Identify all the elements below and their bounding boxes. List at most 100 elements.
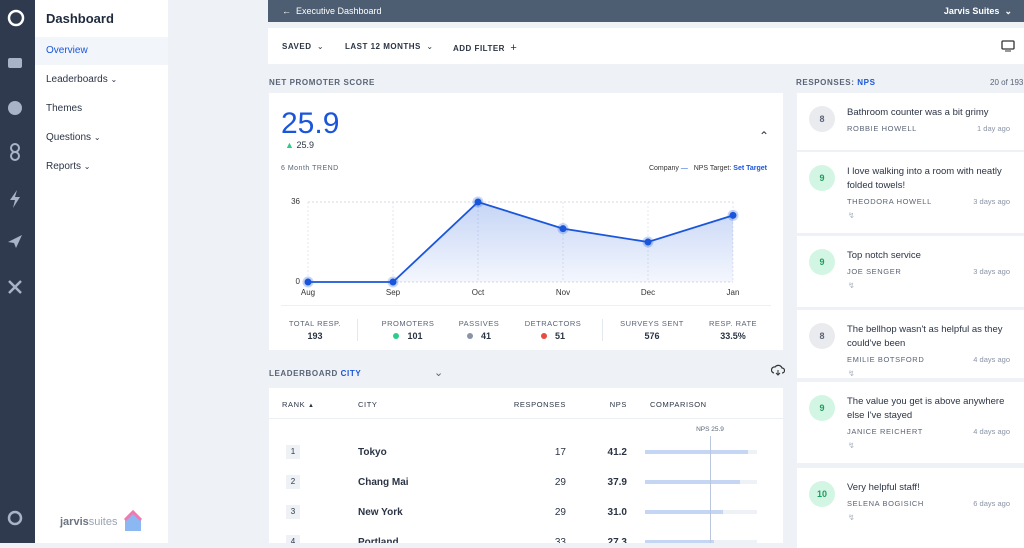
stat-value: 576 (612, 331, 692, 341)
rank-badge: 1 (286, 445, 300, 459)
stat-value: 101 (368, 331, 448, 341)
stat-label: PROMOTERS (381, 319, 435, 328)
property-select[interactable]: Jarvis Suites ⌄ (943, 6, 1012, 16)
response-card[interactable]: 10 Very helpful staff! SELENA BOGISICH 6 da… (797, 468, 1024, 548)
response-time: 4 days ago (973, 355, 1010, 364)
reference-label: NPS 25.9 (696, 426, 724, 433)
response-card[interactable]: 9 Top notch service JOE SENGER 3 days ago ↯ (797, 236, 1024, 307)
response-card[interactable]: 8 Bathroom counter was a bit grimy ROBBIE … (797, 93, 1024, 150)
column-header[interactable]: RANK ▲ (282, 400, 315, 409)
stat-number: 41 (480, 331, 491, 341)
reference-line (710, 436, 711, 543)
section-label: NET PROMOTER SCORE (269, 78, 375, 87)
nav-icon[interactable] (8, 280, 22, 294)
stat-number: 576 (644, 331, 660, 341)
nav-item-label: Overview (46, 45, 88, 56)
response-card[interactable]: 8 The bellhop wasn't as helpful as they c… (797, 310, 1024, 378)
stat-number: 101 (407, 331, 423, 341)
column-header: CITY (358, 400, 378, 409)
response-text: Very helpful staff! (847, 482, 920, 493)
response-score: 9 (809, 249, 835, 275)
set-target-link[interactable]: Set Target (733, 165, 767, 172)
response-score: 8 (809, 323, 835, 349)
page-title: Executive Dashboard (296, 6, 382, 16)
nav-item-label: Reports ⌄ (46, 161, 91, 172)
filter-button[interactable]: LAST 12 MONTHS ⌄ (345, 42, 434, 51)
response-time: 3 days ago (973, 267, 1010, 276)
filter-button[interactable]: ADD FILTER + (453, 42, 518, 54)
nav-item[interactable]: Questions ⌄ (35, 124, 168, 152)
response-time: 3 days ago (973, 197, 1010, 206)
city-name: Portland (358, 537, 399, 543)
icon-bar-icons (7, 9, 25, 526)
divider (602, 319, 603, 341)
trend-point (729, 211, 737, 219)
trend-point (644, 238, 652, 246)
nav-item[interactable]: Overview (35, 37, 168, 65)
leaderboard-label: LEADERBOARD CITY (269, 369, 361, 378)
nav-icon[interactable] (8, 235, 22, 248)
stat-label: DETRACTORS (524, 319, 582, 328)
respondent-name: JANICE REICHERT (847, 427, 923, 436)
respondent-name: ROBBIE HOWELL (847, 124, 917, 133)
divider (357, 319, 358, 341)
leaderboard-dimension[interactable]: CITY (340, 369, 362, 378)
response-time: 4 days ago (973, 427, 1010, 436)
brand-name: suites (88, 516, 118, 528)
nav-icon[interactable] (8, 58, 22, 68)
response-card[interactable]: 9 The value you get is above anywhere els… (797, 382, 1024, 463)
stat-number: 51 (554, 331, 565, 341)
collapse-toggle[interactable]: ⌃ (759, 129, 770, 143)
nav-icon[interactable] (10, 143, 20, 153)
nav-icon[interactable] (8, 101, 22, 115)
display-icon[interactable] (1001, 40, 1015, 52)
stat-value: 51 (513, 331, 593, 341)
nav-item[interactable]: Leaderboards ⌄ (35, 66, 168, 94)
download-icon[interactable] (771, 364, 785, 376)
response-flag-icon: ↯ (848, 281, 855, 290)
x-tick-label: Sep (386, 288, 401, 297)
nav-icon[interactable] (10, 151, 20, 161)
filter-button[interactable]: SAVED ⌄ (282, 42, 325, 51)
logo-icon[interactable] (7, 9, 25, 27)
rank-badge: 2 (286, 475, 300, 489)
response-flag-icon: ↯ (848, 211, 855, 220)
response-score: 10 (809, 481, 835, 507)
dimension-dropdown[interactable]: ⌄ (434, 367, 444, 379)
back-link[interactable]: ← Executive Dashboard (282, 6, 382, 16)
trend-line (308, 200, 734, 283)
trend-chart: 0 36 Aug Sep Oct Nov Dec Jan (291, 196, 739, 297)
brand-name: jarvis (60, 516, 89, 528)
stat-label: TOTAL RESP. (288, 319, 342, 328)
stat-dot (393, 333, 400, 339)
nav-item[interactable]: Themes (35, 95, 168, 123)
nav-panel: Dashboard jarvissuites Overview Leaderboa… (35, 0, 168, 543)
responses-count: 29 (554, 507, 566, 518)
x-tick-label: Nov (556, 288, 570, 297)
response-text: I love walking into a room with neatly f… (847, 166, 1002, 191)
nps-value: 31.0 (607, 507, 627, 518)
response-card[interactable]: 9 I love walking into a room with neatly … (797, 152, 1024, 233)
responses-count: 33 (554, 537, 566, 543)
city-name: Chang Mai (358, 477, 409, 488)
trend-label: 6 Month TREND (281, 165, 339, 172)
column-header: NPS (609, 400, 627, 409)
response-text: Top notch service (847, 250, 921, 261)
property-name: Jarvis Suites (943, 6, 1000, 16)
stat-dot (466, 333, 473, 339)
response-score: 9 (809, 165, 835, 191)
legend-target: NPS Target: (693, 165, 732, 172)
stat-dot (540, 333, 547, 339)
respondent-name: SELENA BOGISICH (847, 499, 924, 508)
nav-item[interactable]: Reports ⌄ (35, 153, 168, 181)
responses-label: RESPONSES: NPS (796, 78, 876, 87)
settings-icon[interactable] (7, 510, 23, 526)
nav-icon[interactable] (10, 190, 20, 208)
nav-item-label: Leaderboards ⌄ (46, 74, 118, 85)
city-name: Tokyo (358, 447, 387, 458)
response-text: The bellhop wasn't as helpful as they co… (847, 324, 1003, 349)
respondent-name: JOE SENGER (847, 267, 902, 276)
brand-icon (123, 510, 143, 531)
stat-label: SURVEYS SENT (620, 319, 684, 328)
response-score: 9 (809, 395, 835, 421)
